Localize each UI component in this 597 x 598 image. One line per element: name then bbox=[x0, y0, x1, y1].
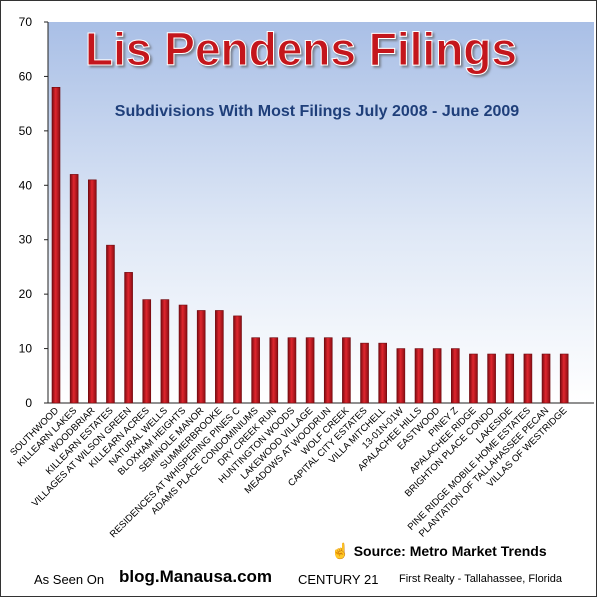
y-tick-label: 70 bbox=[19, 15, 33, 29]
bar bbox=[269, 337, 279, 404]
bar bbox=[142, 299, 152, 404]
bar bbox=[88, 179, 97, 404]
y-tick-label: 60 bbox=[19, 69, 33, 83]
source-text: Source: Metro Market Trends bbox=[353, 543, 547, 559]
plot-area bbox=[48, 22, 594, 403]
bar bbox=[432, 348, 442, 404]
bar bbox=[215, 310, 224, 404]
bar bbox=[323, 337, 333, 404]
y-tick-label: 50 bbox=[19, 124, 33, 138]
y-tick-label: 0 bbox=[25, 396, 32, 410]
bar bbox=[360, 342, 369, 404]
footer-as-seen-on: As Seen On bbox=[34, 572, 105, 587]
bar bbox=[251, 337, 260, 404]
source-note: ☝ Source: Metro Market Trends bbox=[331, 542, 547, 560]
pointing-hand-icon: ☝ bbox=[331, 543, 350, 560]
bar bbox=[305, 337, 315, 404]
y-tick-label: 30 bbox=[19, 233, 33, 247]
bar bbox=[378, 342, 388, 404]
footer-blog-link[interactable]: blog.Manausa.com bbox=[119, 567, 273, 586]
bar bbox=[450, 348, 460, 404]
bar bbox=[523, 353, 533, 404]
footer-location: First Realty - Tallahassee, Florida bbox=[399, 573, 563, 585]
bar bbox=[287, 337, 297, 404]
y-tick-label: 10 bbox=[19, 342, 33, 356]
bar bbox=[233, 315, 242, 404]
footer-century21: CENTURY 21 bbox=[298, 572, 379, 587]
chart-subtitle: Subdivisions With Most Filings July 2008… bbox=[115, 103, 520, 120]
bar bbox=[469, 353, 478, 404]
y-tick-label: 40 bbox=[19, 178, 33, 192]
bar bbox=[196, 310, 206, 404]
bar bbox=[541, 353, 551, 404]
y-tick-label: 20 bbox=[19, 287, 33, 301]
footer: As Seen On blog.Manausa.com CENTURY 21 F… bbox=[1, 567, 597, 591]
bar bbox=[414, 348, 424, 404]
bar bbox=[178, 304, 188, 404]
y-axis: 0 10 20 30 40 50 60 70 bbox=[19, 15, 594, 410]
bar bbox=[160, 299, 170, 404]
bar bbox=[124, 272, 133, 404]
bars bbox=[51, 87, 569, 404]
bar bbox=[505, 353, 515, 404]
bar bbox=[51, 87, 61, 404]
bar bbox=[69, 174, 79, 404]
bar bbox=[106, 244, 115, 404]
chart-title: Lis Pendens Filings bbox=[85, 23, 517, 75]
bar bbox=[396, 348, 406, 404]
bar bbox=[559, 353, 569, 404]
bar bbox=[487, 353, 496, 404]
bar bbox=[342, 337, 351, 404]
